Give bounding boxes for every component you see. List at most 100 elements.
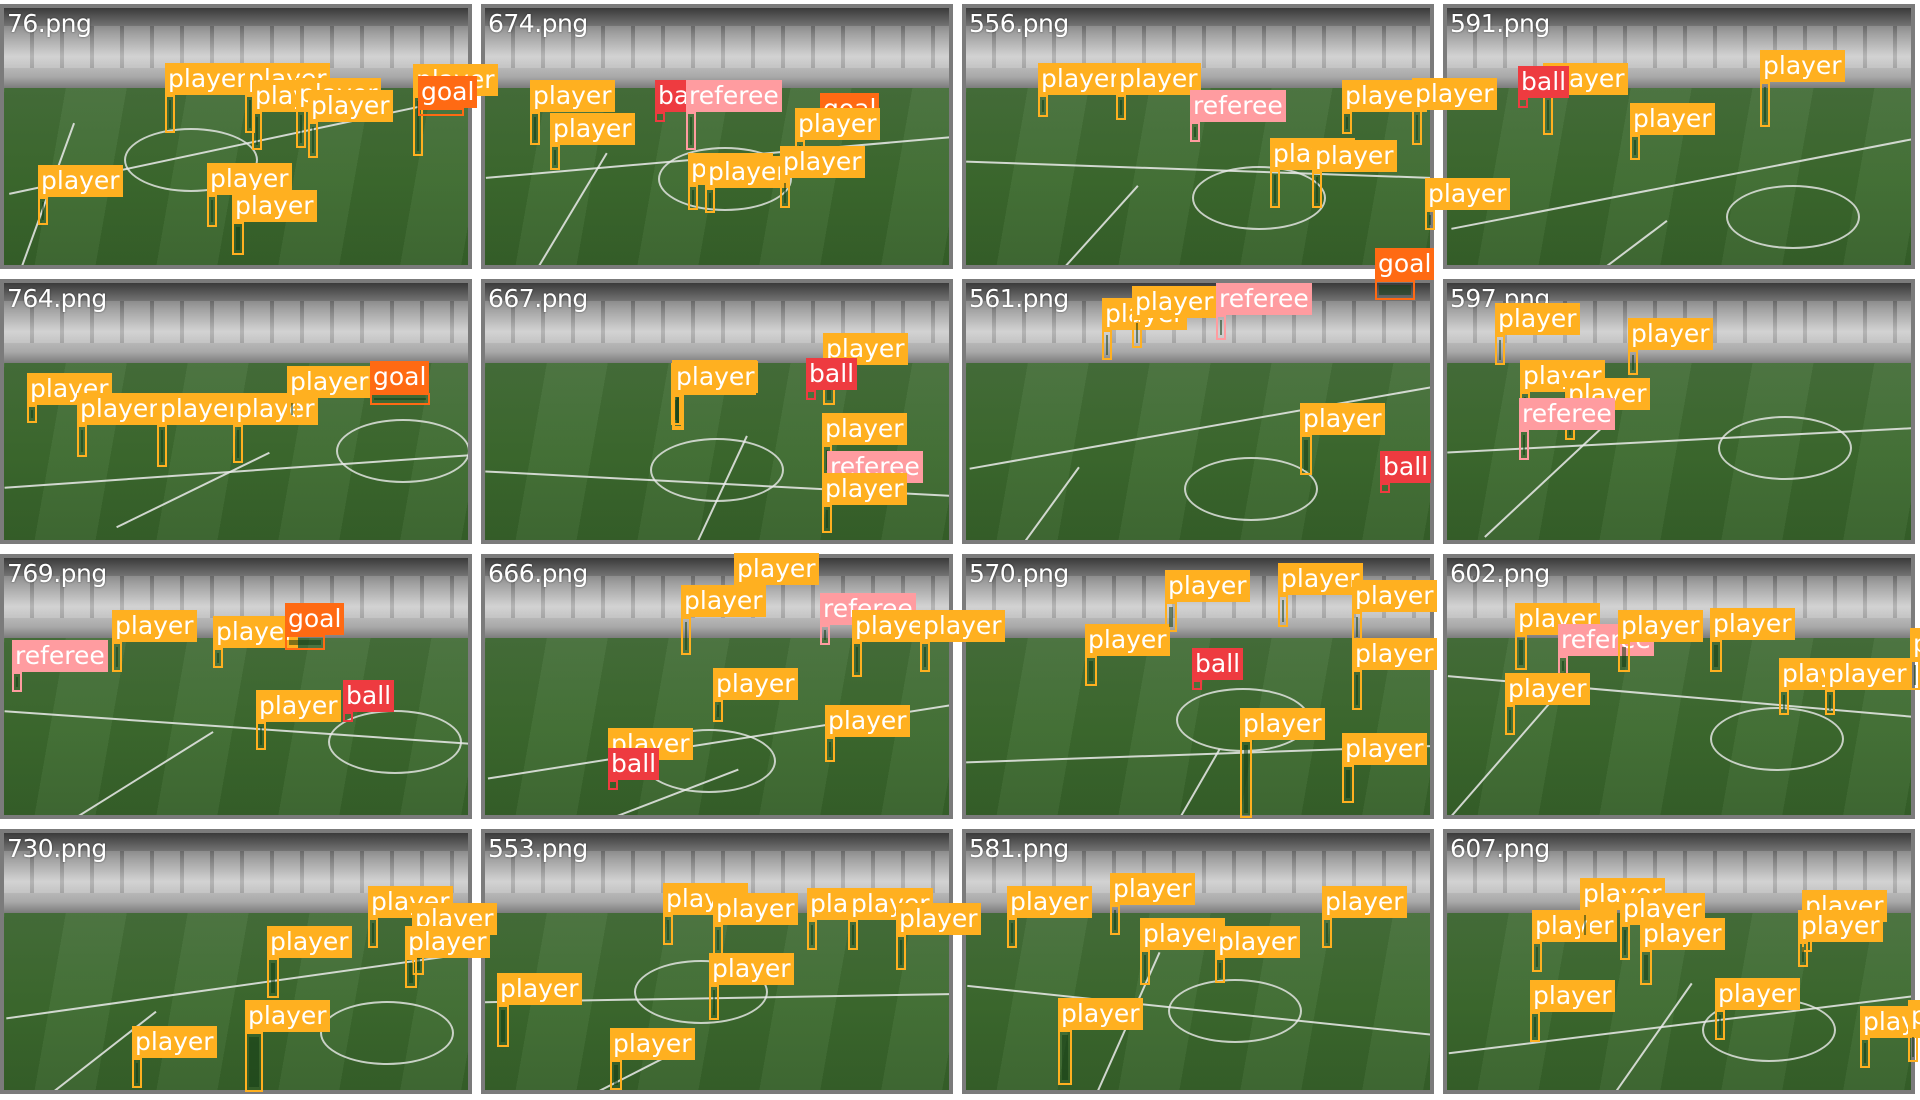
player-bounding-box: [848, 920, 858, 950]
tile-filename: 570.png: [969, 559, 1069, 588]
player-bounding-box: [807, 920, 817, 950]
center-circle: [124, 128, 258, 192]
player-bounding-box: [713, 700, 723, 722]
player-bounding-box: [1580, 910, 1590, 940]
image-tile: 666.png: [481, 554, 953, 819]
player-bounding-box: [1110, 905, 1120, 935]
player-bounding-box: [1085, 656, 1097, 686]
player-bounding-box: [213, 648, 223, 668]
player-bounding-box: [497, 1005, 509, 1047]
player-label: player: [1798, 910, 1883, 942]
pitch: [1447, 638, 1911, 815]
referee-label: referee: [1216, 283, 1312, 315]
player-label: player: [213, 616, 298, 648]
center-circle: [1192, 166, 1326, 230]
player-bounding-box: [1825, 690, 1835, 715]
referee-label: referee: [12, 640, 108, 672]
image-tile: 730.png: [0, 829, 472, 1094]
player-bounding-box: [705, 188, 715, 213]
player-bounding-box: [688, 185, 698, 210]
ball-label: ball: [1380, 451, 1432, 483]
player-bounding-box: [1116, 95, 1126, 120]
tile-filename: 581.png: [969, 834, 1069, 863]
tile-filename: 602.png: [1450, 559, 1550, 588]
ball-label: ball: [1518, 66, 1570, 98]
player-label: player: [308, 90, 393, 122]
player-bounding-box: [530, 112, 540, 145]
goal-bounding-box: [418, 108, 464, 116]
player-label: player: [1165, 570, 1250, 602]
pitch: [1447, 913, 1911, 1090]
player-label: player: [1505, 673, 1590, 705]
player-bounding-box: [1505, 705, 1515, 735]
goal-bounding-box: [285, 635, 325, 650]
player-bounding-box: [1715, 1010, 1725, 1040]
player-label: player: [1278, 563, 1363, 595]
player-bounding-box: [132, 1058, 142, 1088]
player-label: player: [1352, 580, 1437, 612]
player-bounding-box: [663, 915, 673, 945]
player-bounding-box: [1495, 335, 1505, 365]
player-bounding-box: [157, 425, 167, 467]
player-label: player: [256, 690, 341, 722]
player-bounding-box: [1628, 350, 1638, 375]
player-bounding-box: [207, 195, 217, 227]
player-label: player: [1412, 78, 1497, 110]
player-bounding-box: [1908, 1032, 1918, 1062]
player-bounding-box: [267, 958, 279, 998]
player-bounding-box: [287, 398, 297, 420]
player-bounding-box: [252, 112, 262, 150]
player-label: player: [1495, 303, 1580, 335]
player-label: player: [1240, 708, 1325, 740]
player-bounding-box: [233, 425, 243, 463]
player-bounding-box: [1058, 1030, 1072, 1085]
pitch: [4, 913, 468, 1090]
referee-bounding-box: [820, 625, 830, 645]
center-circle: [1168, 979, 1302, 1043]
player-bounding-box: [1760, 82, 1770, 127]
player-label: player: [681, 585, 766, 617]
player-bounding-box: [1215, 958, 1225, 983]
player-label: player: [1110, 873, 1195, 905]
player-bounding-box: [1352, 670, 1362, 710]
ball-label: ball: [343, 680, 395, 712]
player-bounding-box: [405, 958, 417, 988]
player-label: player: [132, 1026, 217, 1058]
player-label: player: [1342, 733, 1427, 765]
player-label: player: [1425, 178, 1510, 210]
center-circle: [634, 960, 768, 1024]
player-label: player: [1322, 886, 1407, 918]
player-bounding-box: [610, 1060, 622, 1090]
player-bounding-box: [1640, 950, 1652, 985]
tile-filename: 553.png: [488, 834, 588, 863]
player-bounding-box: [1342, 765, 1354, 803]
player-bounding-box: [1300, 435, 1312, 475]
player-label: player: [1058, 998, 1143, 1030]
player-bounding-box: [1618, 642, 1630, 672]
player-bounding-box: [1270, 170, 1280, 208]
player-label: player: [157, 393, 242, 425]
player-bounding-box: [1412, 110, 1422, 145]
ball-label: ball: [608, 748, 660, 780]
stadium-stand: [4, 833, 468, 921]
player-label: player: [1116, 63, 1201, 95]
image-tile: 591.png: [1443, 4, 1915, 269]
center-circle: [1718, 416, 1852, 480]
player-label: player: [1618, 610, 1703, 642]
tile-filename: 764.png: [7, 284, 107, 313]
stadium-stand: [4, 283, 468, 371]
tile-filename: 76.png: [7, 9, 92, 38]
ball-bounding-box: [655, 112, 665, 122]
player-bounding-box: [1515, 635, 1527, 670]
player-bounding-box: [709, 985, 719, 1020]
player-bounding-box: [1620, 925, 1630, 960]
tile-filename: 561.png: [969, 284, 1069, 313]
goal-bounding-box: [370, 393, 430, 405]
tile-filename: 667.png: [488, 284, 588, 313]
player-label: player: [1085, 624, 1170, 656]
player-label: player: [112, 610, 197, 642]
player-bounding-box: [1710, 640, 1722, 672]
player-bounding-box: [245, 95, 255, 133]
stadium-stand: [485, 283, 949, 371]
